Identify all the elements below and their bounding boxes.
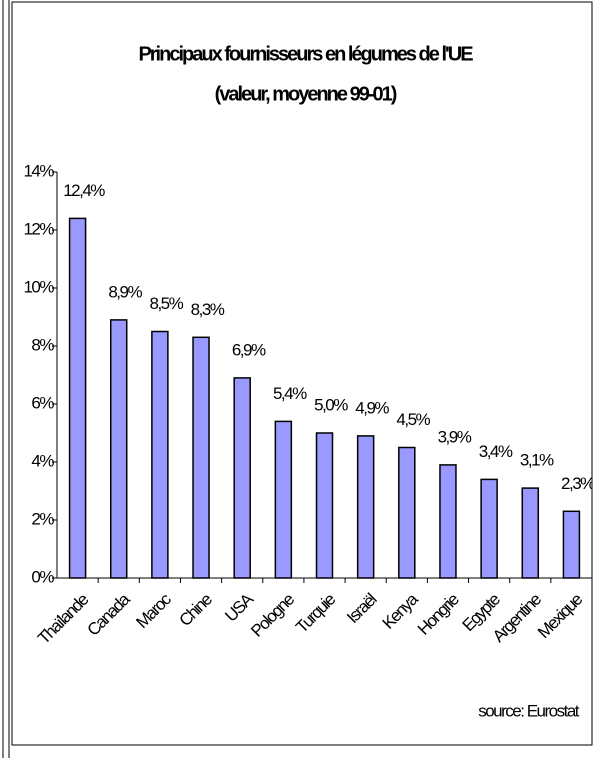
chart-frame — [11, 1, 593, 746]
value-label: 2,3% — [561, 474, 594, 493]
bar — [68, 217, 87, 579]
value-label: 3,1% — [520, 451, 554, 470]
y-tick-label: 8% — [31, 335, 54, 354]
bar — [480, 478, 498, 579]
bar — [398, 446, 416, 579]
x-tick-label: Turquie — [292, 590, 339, 637]
x-tick-label: Hongrie — [414, 590, 463, 639]
value-label: 6,9% — [232, 340, 266, 359]
y-tick-label: 12% — [23, 219, 54, 238]
value-label: 12,4% — [63, 181, 105, 200]
x-tick-label: Thaïlande — [34, 590, 92, 648]
value-label: 3,4% — [479, 442, 513, 461]
value-label: 8,5% — [150, 294, 184, 313]
value-label: 4,9% — [355, 398, 389, 417]
bar — [356, 435, 375, 579]
bar — [233, 377, 251, 579]
source-note: source: Eurostat — [478, 701, 580, 720]
y-tick-label: 6% — [31, 393, 54, 412]
value-label: 5,4% — [273, 384, 307, 403]
bar — [151, 330, 169, 579]
x-tick-label: Mexique — [534, 590, 586, 642]
bar — [109, 319, 128, 579]
x-tick-label: Israël — [343, 590, 380, 627]
value-label: 3,9% — [438, 427, 472, 446]
y-tick-label: 2% — [31, 509, 54, 528]
x-tick-label: Maroc — [132, 589, 175, 632]
bar — [439, 464, 457, 579]
bar — [315, 432, 334, 579]
y-tick-label: 0% — [31, 567, 54, 586]
x-tick-label: USA — [221, 589, 257, 625]
value-label: 5,0% — [314, 395, 348, 414]
value-label: 4,5% — [396, 410, 430, 429]
x-tick-label: Pologne — [247, 590, 298, 641]
x-tick-label: Chine — [175, 590, 215, 630]
chart-subtitle: (valeur, moyenne 99-01) — [215, 83, 397, 105]
bar — [562, 510, 581, 579]
bar — [274, 420, 293, 579]
value-label: 8,3% — [191, 300, 225, 319]
y-tick-label: 10% — [23, 277, 54, 296]
y-tick-label: 4% — [31, 451, 54, 470]
chart-title: Principaux fournisseurs en légumes de l'… — [138, 43, 473, 65]
x-tick-label: Canada — [84, 589, 135, 640]
bar — [521, 487, 540, 579]
y-tick-label: 14% — [23, 161, 54, 180]
value-label: 8,9% — [108, 282, 142, 301]
bar — [192, 336, 210, 579]
